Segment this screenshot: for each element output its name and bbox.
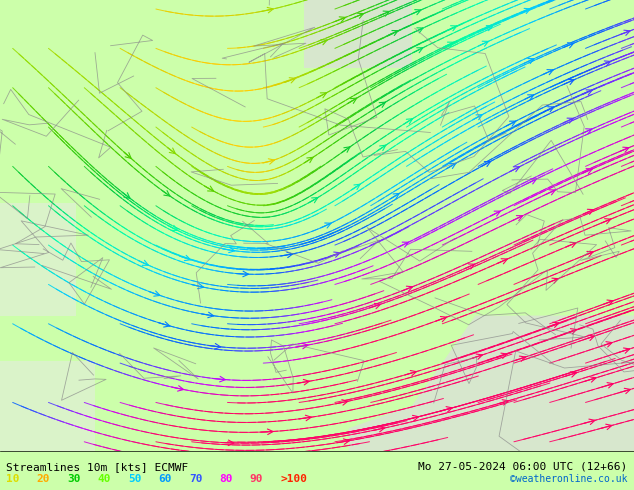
Text: 90: 90	[250, 474, 263, 484]
Text: ©weatheronline.co.uk: ©weatheronline.co.uk	[510, 474, 628, 484]
Text: 10: 10	[6, 474, 20, 484]
Text: 30: 30	[67, 474, 81, 484]
Text: >100: >100	[280, 474, 307, 484]
Text: 40: 40	[98, 474, 111, 484]
FancyBboxPatch shape	[0, 0, 634, 451]
Polygon shape	[349, 316, 634, 451]
Polygon shape	[304, 0, 412, 68]
Text: 50: 50	[128, 474, 141, 484]
Text: Mo 27-05-2024 06:00 UTC (12+66): Mo 27-05-2024 06:00 UTC (12+66)	[418, 462, 628, 472]
Text: 70: 70	[189, 474, 202, 484]
Polygon shape	[0, 203, 76, 316]
Text: 80: 80	[219, 474, 233, 484]
Text: Streamlines 10m [kts] ECMWF: Streamlines 10m [kts] ECMWF	[6, 462, 188, 472]
Text: 60: 60	[158, 474, 172, 484]
Polygon shape	[0, 361, 95, 451]
Text: 20: 20	[37, 474, 50, 484]
